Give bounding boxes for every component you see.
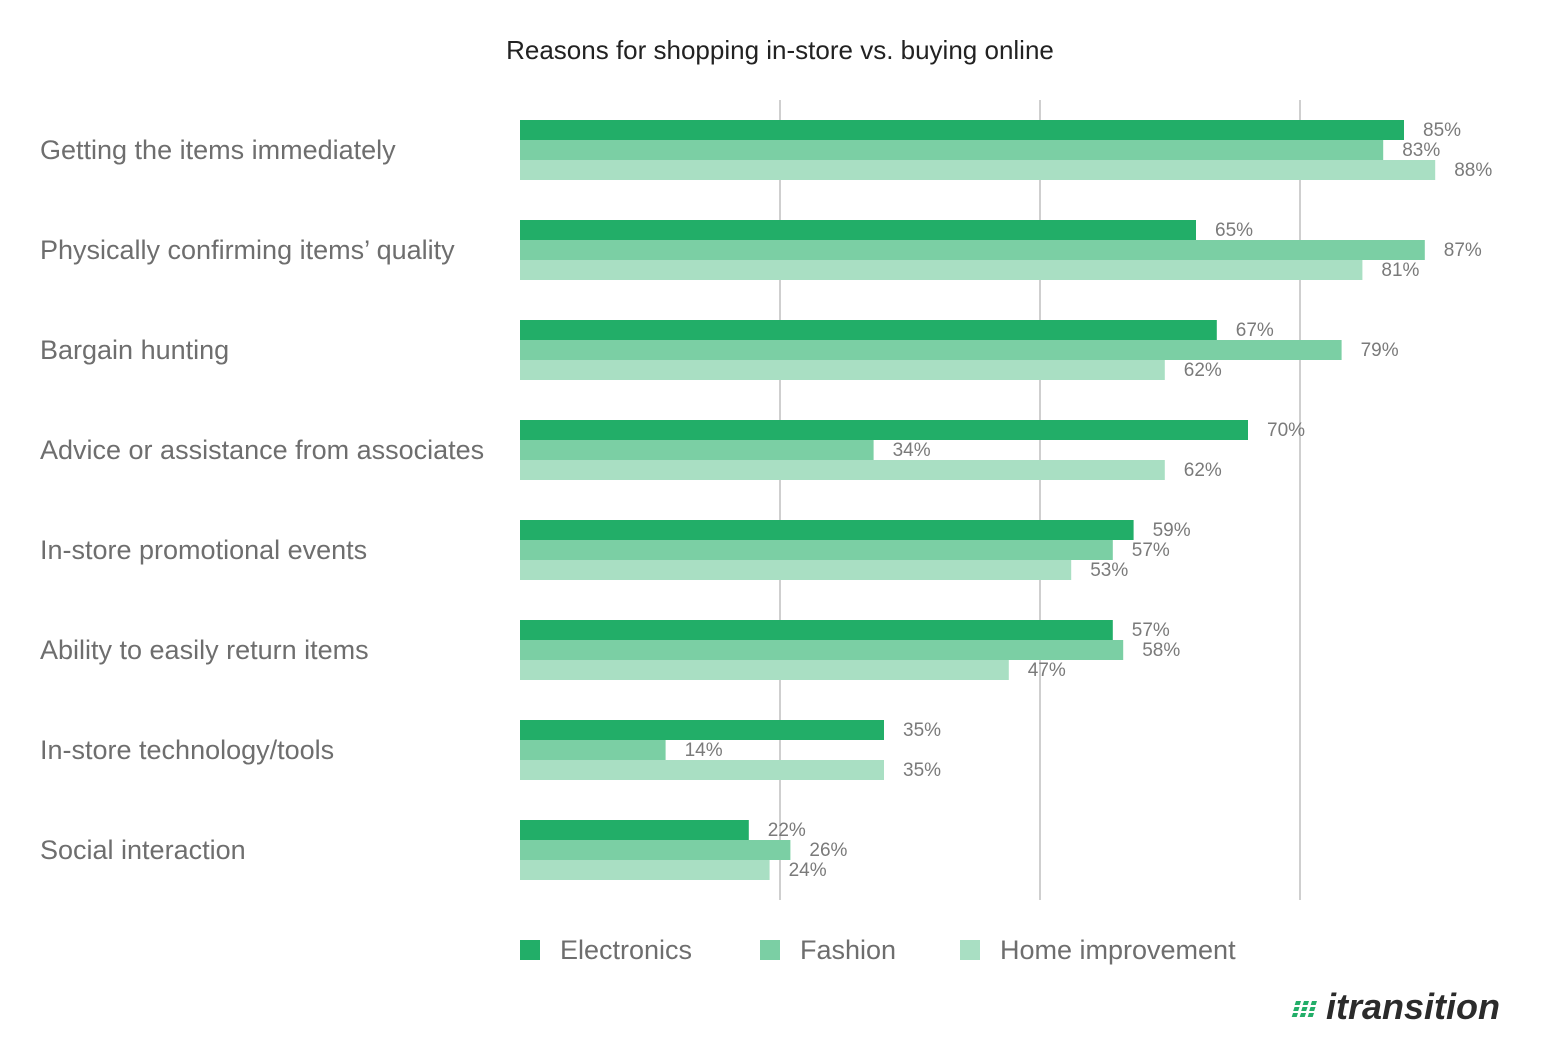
logo-mark-segment xyxy=(1294,1001,1301,1005)
data-label: 47% xyxy=(1028,660,1066,681)
data-label: 70% xyxy=(1267,420,1305,441)
category-label: Ability to easily return items xyxy=(40,635,369,665)
bar-electronics xyxy=(520,420,1248,440)
data-label: 62% xyxy=(1184,360,1222,381)
logo-mark-segment xyxy=(1302,1001,1309,1005)
bar-fashion xyxy=(520,640,1124,660)
logo-mark-segment xyxy=(1293,1007,1300,1011)
logo-mark-segment xyxy=(1301,1007,1308,1011)
itransition-logo: itransition xyxy=(1291,986,1500,1027)
data-label: 83% xyxy=(1402,140,1440,161)
data-label: 24% xyxy=(789,860,827,881)
bar-fashion xyxy=(520,440,874,460)
bar-fashion xyxy=(520,140,1384,160)
category-label: Bargain hunting xyxy=(40,335,229,365)
category-label: In-store technology/tools xyxy=(40,735,334,765)
bar-home-improvement xyxy=(520,560,1072,580)
bar-home-improvement xyxy=(520,860,770,880)
legend-label: Electronics xyxy=(560,935,692,965)
bar-electronics xyxy=(520,820,749,840)
bar-home-improvement xyxy=(520,360,1165,380)
category-labels: Getting the items immediately Physically … xyxy=(40,135,484,865)
bar-electronics xyxy=(520,720,884,740)
data-label: 14% xyxy=(685,740,723,761)
legend: Electronics Fashion Home improvement xyxy=(520,935,1236,965)
logo-mark-icon xyxy=(1291,1001,1317,1017)
bar-home-improvement xyxy=(520,160,1436,180)
legend-swatch xyxy=(520,940,540,960)
data-label: 34% xyxy=(893,440,931,461)
logo-mark-segment xyxy=(1309,1007,1316,1011)
data-label: 35% xyxy=(903,720,941,741)
logo-mark-segment xyxy=(1291,1013,1298,1017)
category-label: In-store promotional events xyxy=(40,535,367,565)
data-label: 88% xyxy=(1454,160,1492,181)
legend-label: Fashion xyxy=(800,935,896,965)
logo-mark-segment xyxy=(1310,1001,1317,1005)
data-label: 58% xyxy=(1142,640,1180,661)
bars xyxy=(520,120,1436,880)
data-label: 67% xyxy=(1236,320,1274,341)
value-labels: 85%83%88%65%87%81%67%79%62%70%34%62%59%5… xyxy=(685,120,1493,881)
data-label: 53% xyxy=(1090,560,1128,581)
logo-mark-segment xyxy=(1307,1013,1314,1017)
bar-electronics xyxy=(520,620,1113,640)
data-label: 59% xyxy=(1153,520,1191,541)
bar-home-improvement xyxy=(520,260,1363,280)
data-label: 57% xyxy=(1132,540,1170,561)
bar-fashion xyxy=(520,340,1342,360)
bar-fashion xyxy=(520,240,1425,260)
bar-electronics xyxy=(520,320,1217,340)
bar-fashion xyxy=(520,740,666,760)
data-label: 85% xyxy=(1423,120,1461,141)
legend-label: Home improvement xyxy=(1000,935,1236,965)
data-label: 35% xyxy=(903,760,941,781)
data-label: 26% xyxy=(809,840,847,861)
category-label: Getting the items immediately xyxy=(40,135,396,165)
data-label: 22% xyxy=(768,820,806,841)
category-label: Social interaction xyxy=(40,835,246,865)
data-label: 81% xyxy=(1381,260,1419,281)
data-label: 79% xyxy=(1361,340,1399,361)
legend-swatch xyxy=(960,940,980,960)
category-label: Physically confirming items’ quality xyxy=(40,235,455,265)
chart-title: Reasons for shopping in-store vs. buying… xyxy=(506,35,1054,65)
data-label: 62% xyxy=(1184,460,1222,481)
bar-electronics xyxy=(520,120,1404,140)
bar-home-improvement xyxy=(520,460,1165,480)
data-label: 65% xyxy=(1215,220,1253,241)
bar-fashion xyxy=(520,540,1113,560)
bar-home-improvement xyxy=(520,760,884,780)
data-label: 57% xyxy=(1132,620,1170,641)
legend-swatch xyxy=(760,940,780,960)
bar-electronics xyxy=(520,520,1134,540)
logo-text: itransition xyxy=(1326,986,1500,1027)
logo-mark-segment xyxy=(1299,1013,1306,1017)
bar-home-improvement xyxy=(520,660,1009,680)
data-label: 87% xyxy=(1444,240,1482,261)
bar-fashion xyxy=(520,840,791,860)
bar-electronics xyxy=(520,220,1196,240)
category-label: Advice or assistance from associates xyxy=(40,435,484,465)
